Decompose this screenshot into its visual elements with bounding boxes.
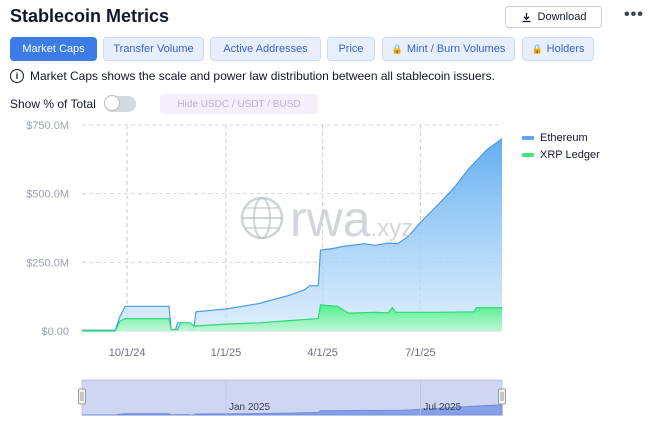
y-tick-label: $500.0M	[26, 189, 69, 201]
toggle-knob	[103, 95, 120, 111]
tab-transfer-volume[interactable]: Transfer Volume	[103, 37, 204, 61]
legend-item-xrp-ledger[interactable]: XRP Ledger	[522, 149, 600, 161]
info-icon: i	[10, 69, 24, 83]
legend-label: Ethereum	[540, 132, 588, 144]
lock-icon: 🔒	[531, 43, 543, 54]
toggle-label: Show % of Total	[10, 97, 96, 111]
download-label: Download	[537, 11, 587, 23]
xrp-swatch	[522, 153, 534, 157]
navigator-series	[82, 404, 503, 416]
legend-label: XRP Ledger	[540, 149, 600, 161]
x-axis-labels: 10/1/24 1/1/25 4/1/25 7/1/25	[109, 347, 436, 359]
tab-active-addresses[interactable]: Active Addresses	[210, 37, 321, 61]
navigator-selection[interactable]	[82, 380, 502, 415]
x-tick-label: 1/1/25	[211, 347, 242, 359]
hide-major-stablecoins-button[interactable]: Hide USDC / USDT / BUSD	[160, 94, 318, 114]
y-tick-label: $750.0M	[26, 120, 69, 132]
y-tick-label: $0.00	[41, 326, 69, 338]
tab-label: Transfer Volume	[113, 43, 194, 55]
y-axis-labels: $0.00 $250.0M $500.0M $750.0M	[26, 120, 69, 338]
navigator-handle-left[interactable]	[78, 388, 86, 405]
tab-price[interactable]: Price	[327, 37, 375, 61]
tab-holders[interactable]: 🔒 Holders	[522, 37, 594, 61]
market-cap-chart: $0.00 $250.0M $500.0M $750.0M 10/1/24 1/1/25…	[26, 120, 506, 416]
xrp-ledger-area	[82, 304, 502, 331]
tab-label: Market Caps	[22, 43, 85, 55]
tab-label: Active Addresses	[223, 43, 308, 55]
navigator-label: Jan 2025	[229, 402, 271, 413]
handle-grip	[498, 388, 506, 405]
download-button[interactable]: Download	[505, 6, 602, 28]
download-icon	[522, 12, 531, 22]
rwa-watermark: rwa.xyz	[240, 191, 413, 247]
watermark-text: rwa.xyz	[290, 191, 413, 247]
info-banner: i Market Caps shows the scale and power …	[10, 69, 495, 83]
chart-series	[82, 138, 503, 332]
tab-label: Holders	[546, 43, 585, 55]
x-tick-label: 7/1/25	[405, 347, 436, 359]
navigator-handle-right[interactable]	[498, 388, 506, 405]
info-text: Market Caps shows the scale and power la…	[30, 69, 495, 83]
ethereum-swatch	[522, 136, 534, 140]
page-title: Stablecoin Metrics	[10, 6, 170, 26]
tab-label: Mint / Burn Volumes	[406, 43, 506, 55]
percent-toggle-row: Show % of Total	[10, 95, 136, 112]
tab-market-caps[interactable]: Market Caps	[10, 37, 97, 61]
legend-item-ethereum[interactable]: Ethereum	[522, 132, 600, 144]
range-navigator[interactable]: Jan 2025 Jul 2025	[78, 379, 506, 416]
xrp-ledger-line	[82, 304, 502, 332]
y-tick-label: $250.0M	[26, 257, 69, 269]
ethereum-area	[82, 138, 502, 331]
x-tick-label: 10/1/24	[109, 347, 146, 359]
tab-mint-burn-volumes[interactable]: 🔒 Mint / Burn Volumes	[382, 37, 515, 61]
lock-icon: 🔒	[391, 43, 403, 54]
percent-toggle[interactable]	[103, 95, 136, 112]
x-tick-label: 4/1/25	[307, 347, 338, 359]
navigator-label: Jul 2025	[423, 402, 461, 413]
chart-legend: Ethereum XRP Ledger	[522, 132, 600, 166]
more-options-icon[interactable]: •••	[624, 6, 644, 23]
handle-grip	[78, 388, 86, 405]
tab-label: Price	[338, 43, 364, 55]
